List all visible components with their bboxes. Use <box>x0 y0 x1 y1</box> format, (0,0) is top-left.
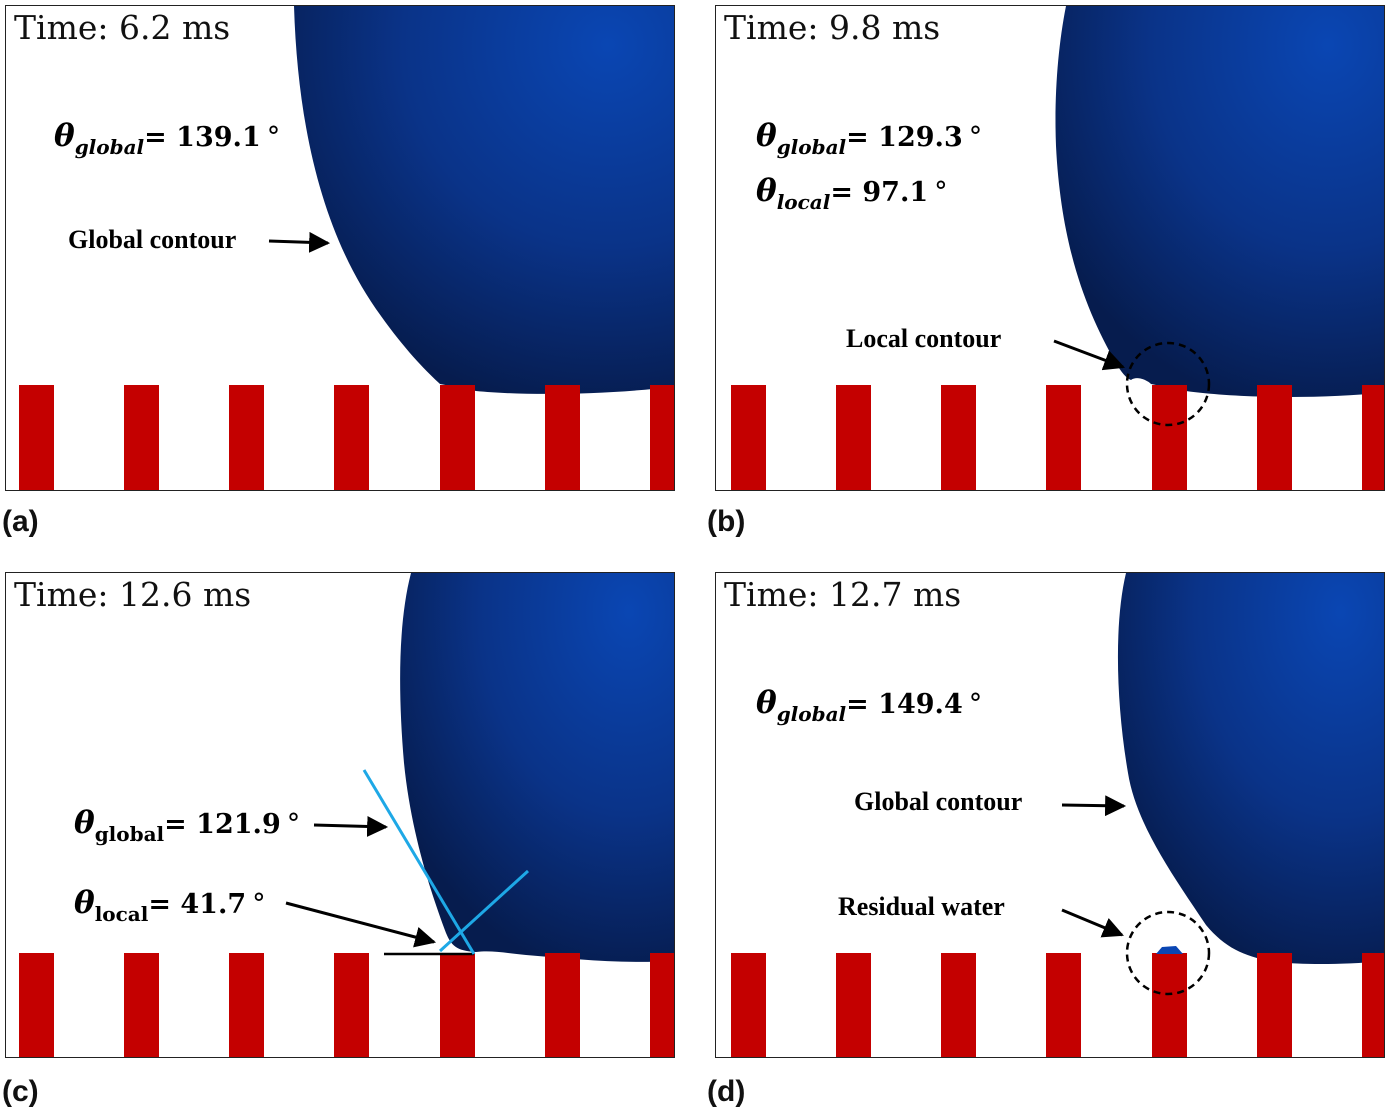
time-label: Time: 12.7 ms <box>724 575 962 614</box>
pillar <box>19 953 54 1057</box>
theta-local-label: θlocal= 97.1 ° <box>756 173 948 214</box>
arrow <box>268 231 331 253</box>
pillar-row <box>19 953 674 1057</box>
pillar <box>545 385 580 490</box>
panel-b-tag: (b) <box>707 505 746 538</box>
arrow <box>1053 339 1125 371</box>
residual-water-label: Residual water <box>838 892 1005 921</box>
panel-b: Time: 9.8 ms θglobal= 129.3 ° θlocal= 97.… <box>715 5 1385 491</box>
local-tangent-line <box>438 869 530 953</box>
theta-subscript: global <box>776 135 847 159</box>
residual-water <box>1156 946 1183 954</box>
time-label: Time: 9.8 ms <box>724 8 941 47</box>
theta-subscript: local <box>776 190 831 214</box>
pillar <box>1362 385 1384 490</box>
droplet <box>1055 6 1384 398</box>
pillar <box>731 953 766 1057</box>
theta-symbol: θ <box>74 885 95 921</box>
panel-c-tag: (c) <box>2 1075 39 1108</box>
degree-sign: ° <box>968 122 983 153</box>
theta-value: = 41.7 <box>148 889 247 920</box>
pillar <box>124 385 159 490</box>
pillar <box>650 385 674 490</box>
degree-sign: ° <box>266 122 281 153</box>
degree-sign: ° <box>934 177 948 208</box>
pillar <box>1362 953 1384 1057</box>
theta-subscript: global <box>74 135 145 159</box>
droplet <box>294 6 674 394</box>
theta-value: = 129.3 <box>846 122 963 153</box>
pillar <box>650 953 674 1057</box>
panel-c-diagram <box>19 573 674 1057</box>
pillar-row <box>19 385 674 490</box>
theta-global-label: θglobal= 139.1 ° <box>54 118 280 159</box>
pillar <box>1257 953 1292 1057</box>
global-contour-label: Global contour <box>854 787 1023 816</box>
theta-symbol: θ <box>756 118 777 154</box>
pillar <box>124 953 159 1057</box>
pillar <box>1257 385 1292 490</box>
degree-sign: ° <box>286 809 301 840</box>
pillar <box>19 385 54 490</box>
arrow <box>285 901 437 948</box>
theta-local-label: θlocal= 41.7 ° <box>74 885 266 926</box>
degree-sign: ° <box>968 689 983 720</box>
panel-a-diagram <box>19 6 674 490</box>
local-contour-label: Local contour <box>846 324 1002 353</box>
panel-d-diagram <box>731 573 1384 1057</box>
local-contour-circle <box>1125 341 1211 427</box>
theta-value: = 121.9 <box>164 809 281 840</box>
theta-symbol: θ <box>74 805 95 841</box>
pillar-row <box>731 953 1384 1057</box>
droplet <box>1117 573 1384 965</box>
theta-value: = 149.4 <box>846 689 963 720</box>
arrow <box>1061 908 1124 938</box>
pillar <box>1152 385 1187 490</box>
pillar <box>941 953 976 1057</box>
theta-symbol: θ <box>54 118 75 154</box>
theta-global-label: θglobal= 121.9 ° <box>74 805 300 846</box>
pillar <box>334 385 369 490</box>
pillar <box>1046 385 1081 490</box>
pillar <box>440 953 475 1057</box>
pillar <box>334 953 369 1057</box>
pillar <box>836 385 871 490</box>
global-contour-label: Global contour <box>68 225 237 254</box>
theta-global-label: θglobal= 129.3 ° <box>756 118 982 159</box>
pillar <box>545 953 580 1057</box>
global-tangent-line <box>362 769 476 955</box>
residual-water-circle <box>1125 910 1211 996</box>
pillar <box>1046 953 1081 1057</box>
pillar <box>440 385 475 490</box>
degree-sign: ° <box>252 889 266 920</box>
pillar <box>1152 953 1187 1057</box>
theta-value: = 97.1 <box>830 177 929 208</box>
theta-symbol: θ <box>756 173 777 209</box>
theta-subscript: local <box>94 902 149 926</box>
arrow <box>313 815 389 837</box>
droplet <box>400 573 674 962</box>
pillar <box>731 385 766 490</box>
theta-subscript: global <box>94 822 165 846</box>
pillar <box>836 953 871 1057</box>
arrow <box>1061 795 1127 817</box>
time-label: Time: 12.6 ms <box>14 575 252 614</box>
pillar <box>229 953 264 1057</box>
theta-value: = 139.1 <box>144 122 261 153</box>
panel-d: Time: 12.7 ms θglobal= 149.4 ° Global con… <box>715 572 1385 1058</box>
theta-global-label: θglobal= 149.4 ° <box>756 685 982 726</box>
pillar <box>229 385 264 490</box>
theta-subscript: global <box>776 702 847 726</box>
pillar <box>941 385 976 490</box>
time-label: Time: 6.2 ms <box>14 8 231 47</box>
panel-a-tag: (a) <box>2 505 39 538</box>
pillar-row <box>731 385 1384 490</box>
panel-b-diagram <box>731 6 1384 490</box>
panel-c: Time: 12.6 ms θglobal= 121.9 ° θlocal= 41… <box>5 572 675 1058</box>
panel-a: Time: 6.2 ms θglobal= 139.1 ° Global cont… <box>5 5 675 491</box>
theta-symbol: θ <box>756 685 777 721</box>
panel-d-tag: (d) <box>707 1075 746 1108</box>
